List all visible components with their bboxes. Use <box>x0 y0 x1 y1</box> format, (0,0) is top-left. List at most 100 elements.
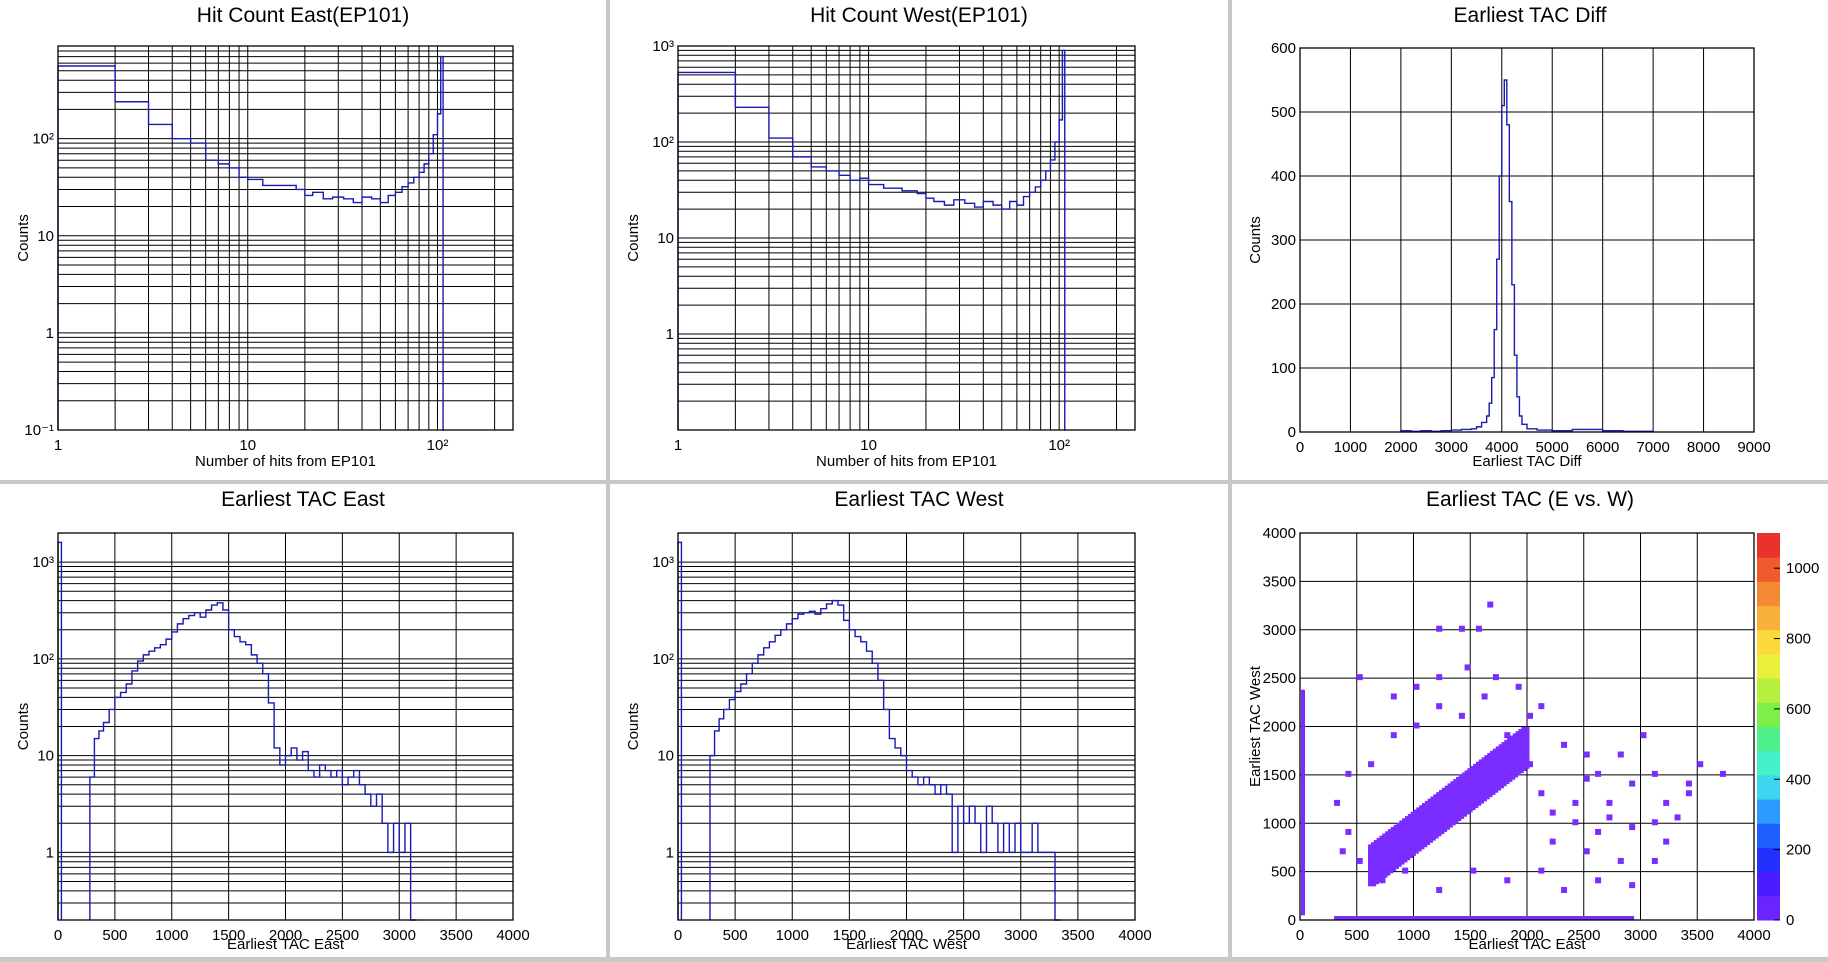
heatmap-cell <box>1488 916 1494 920</box>
heatmap-cell <box>1561 886 1568 893</box>
x-axis-label: Earliest TAC East <box>1469 936 1587 953</box>
heatmap-cell <box>1592 916 1598 920</box>
chart-title: Earliest TAC West <box>834 488 1003 511</box>
chart-title: Earliest TAC Diff <box>1454 4 1607 27</box>
x-axis-label: Number of hits from EP101 <box>816 453 997 470</box>
heatmap-cell <box>1301 875 1305 881</box>
palette-tick-label: 200 <box>1786 842 1811 859</box>
heatmap-cell <box>1504 732 1511 739</box>
heatmap-cell <box>1497 916 1503 920</box>
y-tick-label: 10² <box>652 651 674 668</box>
heatmap-cell <box>1470 867 1477 874</box>
heatmap-cell <box>1301 747 1305 753</box>
heatmap-cell <box>1583 916 1589 920</box>
heatmap-cell <box>1301 736 1305 742</box>
x-tick-label: 4000 <box>1118 927 1151 944</box>
heatmap-cell <box>1301 898 1305 904</box>
heatmap-cell <box>1549 838 1556 845</box>
y-tick-label: 600 <box>1271 40 1296 57</box>
x-tick-label: 2000 <box>1384 439 1417 456</box>
plot-frame <box>1299 47 1755 433</box>
heatmap-cell <box>1438 916 1444 920</box>
heatmap-cell <box>1685 780 1692 787</box>
heatmap-cell <box>1685 790 1692 797</box>
x-tick-label: 2500 <box>1567 927 1600 944</box>
x-axis-label: Earliest TAC Diff <box>1472 453 1582 470</box>
y-axis-label: Counts <box>625 214 642 262</box>
y-tick-label: 1500 <box>1263 767 1296 784</box>
heatmap-cell <box>1570 916 1576 920</box>
y-tick-label: 10² <box>32 131 54 148</box>
heatmap-cell <box>1547 916 1553 920</box>
palette-tick-label: 400 <box>1786 771 1811 788</box>
heatmap-cell <box>1406 916 1412 920</box>
x-tick-label: 500 <box>1344 927 1369 944</box>
heatmap-cell <box>1301 798 1305 804</box>
heatmap-cell <box>1663 838 1670 845</box>
heatmap-cell <box>1301 829 1305 835</box>
grid-lines <box>677 532 1136 921</box>
heatmap-cell <box>1651 857 1658 864</box>
palette-band <box>1757 605 1780 631</box>
x-tick-label: 2000 <box>1510 927 1543 944</box>
heatmap-cell <box>1356 674 1363 681</box>
palette-tick-label: 800 <box>1786 631 1811 648</box>
heatmap-cell <box>1301 813 1305 819</box>
heatmap-cell <box>1538 916 1544 920</box>
heatmap-cell <box>1470 916 1476 920</box>
x-tick-label: 3000 <box>1624 927 1657 944</box>
plot-frame <box>1299 532 1755 921</box>
x-tick-label: 5000 <box>1536 439 1569 456</box>
palette-tick-label: 600 <box>1786 701 1811 718</box>
heatmap-cell <box>1301 767 1305 773</box>
heatmap-cell <box>1301 863 1305 869</box>
heatmap-cell <box>1538 790 1545 797</box>
heatmap-cell <box>1301 832 1305 838</box>
heatmap-cell <box>1424 916 1430 920</box>
heatmap-cell <box>1447 916 1453 920</box>
x-tick-label: 0 <box>674 927 682 944</box>
heatmap-cell <box>1443 916 1449 920</box>
heatmap-cell <box>1413 683 1420 690</box>
heatmap-cell <box>1301 883 1305 889</box>
heatmap-cell <box>1595 877 1602 884</box>
grid-lines <box>57 532 514 921</box>
heatmap-cell <box>1629 780 1636 787</box>
heatmap-cell <box>1597 916 1603 920</box>
x-tick-label: 0 <box>54 927 62 944</box>
y-tick-label: 300 <box>1271 232 1296 249</box>
heatmap-cell <box>1511 916 1517 920</box>
y-tick-label: 10² <box>32 651 54 668</box>
heatmap-cell <box>1301 786 1305 792</box>
heatmap-cell <box>1301 732 1305 738</box>
heatmap-cell <box>1483 916 1489 920</box>
heatmap-cell <box>1452 916 1458 920</box>
histogram-series-line <box>677 49 1066 431</box>
heatmap-cell <box>1529 916 1535 920</box>
y-tick-label: 100 <box>1271 360 1296 377</box>
histogram-series-line <box>57 55 444 431</box>
y-axis-label: Counts <box>15 214 32 262</box>
heatmap-cell <box>1379 916 1385 920</box>
y-tick-label: 0 <box>1288 912 1296 929</box>
heatmap-cell <box>1542 916 1548 920</box>
heatmap-cell <box>1461 916 1467 920</box>
palette-band <box>1757 533 1780 558</box>
heatmap-cell <box>1624 916 1630 920</box>
heatmap-cell <box>1436 886 1443 893</box>
heatmap-cell <box>1674 814 1681 821</box>
x-tick-label: 1000 <box>1397 927 1430 944</box>
heatmap-cell <box>1413 722 1420 729</box>
heatmap-cell <box>1617 857 1624 864</box>
heatmap-cell <box>1629 824 1636 831</box>
heatmap-cell <box>1606 814 1613 821</box>
heatmap-cell <box>1538 867 1545 874</box>
heatmap-cell <box>1492 916 1498 920</box>
heatmap-cell <box>1334 916 1340 920</box>
heatmap-cell <box>1433 916 1439 920</box>
y-axis-label: Counts <box>15 703 32 751</box>
heatmap-cell <box>1301 801 1305 807</box>
chart-title: Hit Count West(EP101) <box>810 4 1028 27</box>
x-axis-label: Number of hits from EP101 <box>195 453 376 470</box>
